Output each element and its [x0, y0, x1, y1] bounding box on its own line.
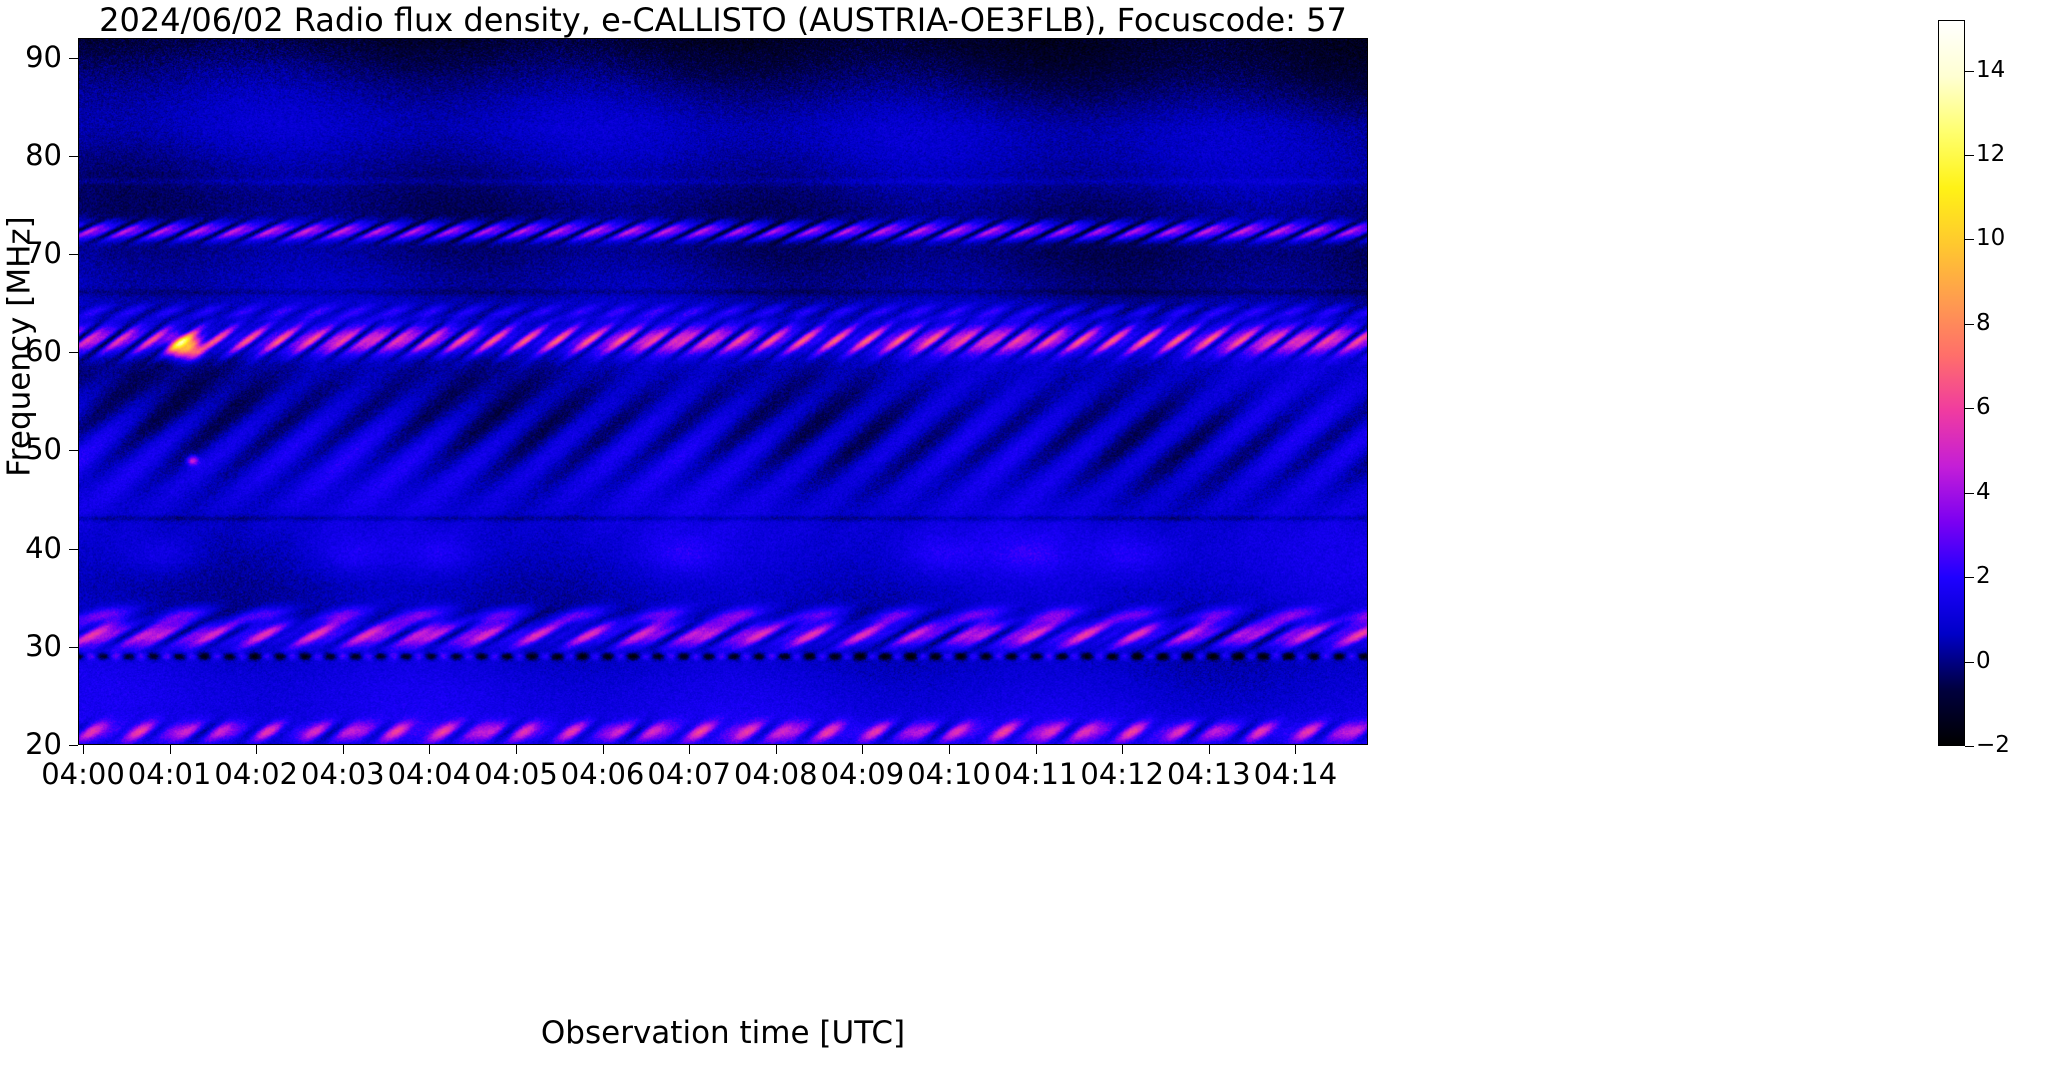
y-tick-label: 20 [25, 727, 62, 761]
x-tick [602, 745, 604, 754]
y-tick [69, 745, 78, 746]
x-tick [169, 745, 171, 754]
x-tick [1035, 745, 1037, 754]
colorbar-tick-label: −2 [1976, 732, 2010, 758]
x-tick [429, 745, 431, 754]
y-tick [69, 155, 78, 157]
colorbar-tick [1965, 408, 1974, 410]
colorbar-tick [1965, 577, 1974, 579]
x-tick-label: 04:12 [1080, 757, 1164, 791]
y-tick [69, 352, 78, 354]
colorbar-tick [1965, 239, 1974, 241]
colorbar-tick-label: 10 [1976, 225, 2006, 252]
x-tick-label: 04:08 [734, 757, 818, 791]
colorbar-tick-label: 12 [1976, 141, 2006, 168]
y-tick [69, 450, 78, 452]
y-tick-label: 60 [25, 334, 62, 369]
x-tick-label: 04:06 [560, 757, 645, 791]
x-tick-label: 04:01 [127, 757, 212, 791]
x-tick-label: 04:00 [41, 757, 125, 791]
x-tick [862, 745, 864, 754]
x-tick [516, 745, 517, 754]
x-tick [1295, 745, 1297, 754]
colorbar-gradient [1939, 21, 1964, 745]
colorbar-tick-label: 2 [1976, 563, 1991, 590]
x-tick-label: 04:10 [907, 757, 991, 791]
spectrogram-plot-area [78, 38, 1368, 745]
x-tick-label: 04:03 [301, 757, 385, 791]
x-tick-label: 04:04 [387, 757, 472, 791]
colorbar-tick [1965, 323, 1974, 325]
y-tick-label: 50 [25, 432, 62, 467]
x-tick [689, 745, 691, 754]
x-axis-label: Observation time [UTC] [540, 1015, 906, 1051]
x-tick [775, 745, 777, 754]
colorbar-tick-label: 0 [1976, 647, 1991, 674]
colorbar-tick-label: 6 [1976, 394, 1991, 421]
y-tick-label: 40 [25, 530, 62, 565]
colorbar-tick [1965, 661, 1974, 663]
y-tick [69, 57, 78, 59]
x-tick [1122, 745, 1124, 754]
x-tick [342, 745, 344, 754]
figure-title: 2024/06/02 Radio flux density, e-CALLIST… [99, 1, 1347, 39]
colorbar-tick-label: 8 [1976, 309, 1991, 336]
colorbar-tick-label: 14 [1976, 56, 2006, 83]
x-tick [1208, 745, 1210, 754]
colorbar [1938, 20, 1965, 746]
y-tick-label: 30 [25, 628, 62, 663]
x-tick [256, 745, 258, 754]
x-tick-label: 04:11 [993, 757, 1078, 791]
x-tick [83, 745, 84, 754]
x-tick-label: 04:09 [820, 757, 905, 791]
y-tick-label: 90 [25, 39, 62, 74]
y-tick-label: 70 [25, 236, 62, 271]
x-tick-label: 04:07 [647, 757, 731, 791]
colorbar-tick [1965, 155, 1974, 157]
colorbar-tick [1965, 492, 1974, 494]
y-tick-label: 80 [25, 137, 62, 172]
x-tick-label: 04:05 [474, 757, 558, 791]
spectrogram-image [79, 39, 1367, 744]
x-tick-label: 04:14 [1253, 757, 1338, 791]
colorbar-tick [1965, 746, 1974, 747]
y-tick [69, 254, 78, 256]
x-tick [949, 745, 950, 754]
y-tick [69, 548, 78, 550]
x-tick-label: 04:13 [1167, 757, 1251, 791]
colorbar-tick-label: 4 [1976, 478, 1991, 505]
y-axis-label: Frequency [MHz] [1, 216, 38, 477]
y-tick [69, 646, 78, 648]
colorbar-tick [1965, 70, 1974, 72]
x-tick-label: 04:02 [214, 757, 298, 791]
